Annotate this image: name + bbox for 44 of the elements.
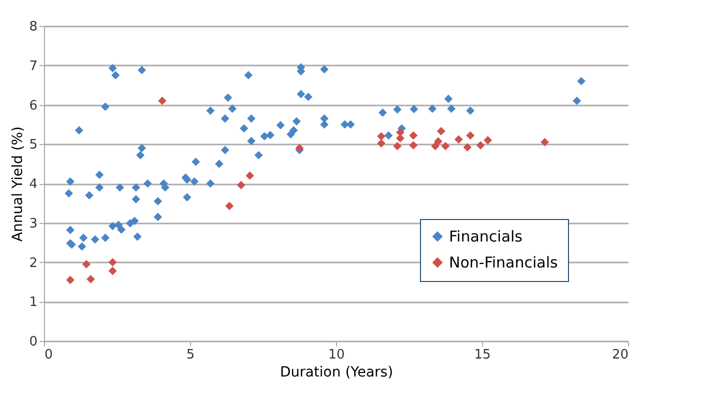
- legend-label: Financials: [449, 228, 523, 246]
- point: [82, 260, 91, 268]
- point: [540, 138, 549, 146]
- point: [476, 141, 485, 150]
- legend-label: Non-Financials: [449, 254, 558, 272]
- point: [246, 171, 254, 180]
- point: [108, 258, 117, 266]
- y-tick-label: 0: [29, 334, 38, 350]
- point: [454, 135, 463, 144]
- x-tick-label: 0: [44, 348, 53, 362]
- y-tick-label: 3: [29, 216, 38, 232]
- x-tick-label: 20: [612, 348, 628, 362]
- x-tick-label: 5: [186, 348, 195, 362]
- point: [396, 128, 404, 136]
- y-tick-label: 7: [29, 58, 38, 74]
- point: [393, 142, 402, 150]
- x-axis-title: Duration (Years): [280, 364, 394, 380]
- point: [158, 96, 166, 105]
- point: [463, 143, 472, 152]
- point: [409, 131, 418, 140]
- point: [108, 266, 117, 276]
- point: [431, 142, 440, 150]
- x-tick-label: 10: [328, 348, 345, 362]
- y-tick-label: 5: [29, 138, 38, 153]
- y-tick-label: 8: [29, 20, 38, 34]
- point: [225, 202, 234, 210]
- point: [377, 132, 386, 140]
- point: [436, 126, 446, 136]
- y-tick-label: 1: [29, 295, 38, 310]
- point: [466, 131, 475, 140]
- point: [441, 142, 450, 150]
- point: [377, 139, 386, 148]
- y-tick-label: 2: [29, 256, 38, 271]
- point: [484, 136, 492, 144]
- point: [86, 275, 95, 284]
- point: [236, 180, 246, 190]
- point: [396, 134, 404, 142]
- point: [66, 276, 74, 284]
- x-tick-label: 15: [474, 348, 491, 362]
- y-tick-label: 6: [29, 98, 38, 114]
- point: [409, 141, 418, 150]
- point: [434, 137, 442, 146]
- y-axis-title: Annual Yield (%): [10, 126, 26, 242]
- y-tick-label: 4: [29, 177, 38, 192]
